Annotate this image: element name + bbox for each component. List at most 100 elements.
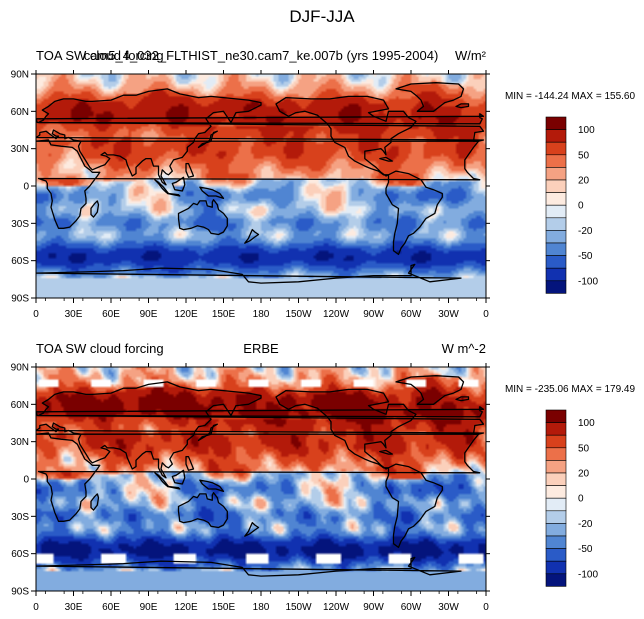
x-tick-label: 150E xyxy=(212,602,236,613)
colorbar-label: 0 xyxy=(578,494,584,505)
y-tick-label: 0 xyxy=(23,182,29,193)
y-tick-label: 30N xyxy=(11,144,29,155)
colorbar-swatch xyxy=(545,535,567,549)
panel-title-left: TOA SW cloud forcing xyxy=(36,341,164,356)
colorbar-label: 20 xyxy=(578,469,590,480)
coastline xyxy=(185,162,195,178)
colorbar-swatch xyxy=(545,129,567,143)
coastline xyxy=(385,170,443,256)
colorbar-label: 50 xyxy=(578,443,590,454)
x-tick-label: 0 xyxy=(33,602,39,613)
coastline xyxy=(177,199,228,236)
colorbar-label: -100 xyxy=(578,276,598,287)
x-tick-label: 90W xyxy=(363,309,384,320)
colorbar-label: -50 xyxy=(578,544,593,555)
y-tick-label: 60N xyxy=(11,400,29,411)
colorbar-swatch xyxy=(545,192,567,206)
coastline xyxy=(379,156,393,162)
colorbar-swatch xyxy=(545,560,567,575)
coastline xyxy=(90,200,100,218)
panel-title-center: cam5_4_032_FLTHIST_ne30.cam7_ke.007b (yr… xyxy=(84,48,439,63)
colorbar-label: -100 xyxy=(578,569,598,580)
panel-2: 0 30E 60E 90E 120E 150E 180 150W 120W 90W 60W 30W 09… xyxy=(11,341,636,613)
panel-title-center: ERBE xyxy=(243,341,279,356)
colorbar-label: 0 xyxy=(578,201,584,212)
coastline xyxy=(275,95,417,177)
y-tick-label: 90S xyxy=(11,587,29,598)
coastlines xyxy=(36,375,485,577)
x-tick-label: 120E xyxy=(174,309,198,320)
x-tick-label: 30E xyxy=(65,309,83,320)
panel-units: W/m² xyxy=(455,48,487,63)
coastline xyxy=(166,485,181,490)
coastline xyxy=(395,82,465,112)
colorbar-swatch xyxy=(545,242,567,256)
colorbar-swatch xyxy=(545,510,567,524)
y-tick-label: 90N xyxy=(11,363,29,374)
x-tick-label: 90E xyxy=(140,602,158,613)
coastline xyxy=(36,113,485,125)
coastlines xyxy=(36,82,485,284)
coastline xyxy=(185,455,195,471)
colorbar-label: -50 xyxy=(578,251,593,262)
x-tick-label: 0 xyxy=(483,602,489,613)
colorbar-label: -20 xyxy=(578,226,593,237)
colorbar-swatch xyxy=(545,447,567,461)
y-tick-label: 60N xyxy=(11,107,29,118)
colorbar-swatch xyxy=(545,485,567,499)
colorbar-swatch xyxy=(545,179,567,193)
y-tick-label: 0 xyxy=(23,475,29,486)
x-tick-label: 120E xyxy=(174,602,198,613)
colorbar-swatch xyxy=(545,204,567,219)
colorbar-swatch xyxy=(545,280,567,294)
coastline xyxy=(36,406,485,418)
coastline xyxy=(244,228,260,244)
x-tick-label: 120W xyxy=(323,602,350,613)
colorbar-swatch xyxy=(545,422,567,436)
x-tick-label: 60E xyxy=(102,309,120,320)
coastline xyxy=(275,388,417,470)
colorbar-swatch xyxy=(545,472,567,486)
x-tick-label: 150E xyxy=(212,309,236,320)
page-title: DJF-JJA xyxy=(289,7,355,26)
coastline xyxy=(379,449,393,455)
coastline xyxy=(197,423,218,442)
y-tick-label: 30S xyxy=(11,219,29,230)
coastline xyxy=(385,463,443,549)
coastline xyxy=(36,263,462,284)
x-tick-label: 0 xyxy=(483,309,489,320)
colorbar-swatch xyxy=(545,154,567,168)
coastline xyxy=(166,192,181,197)
coastline xyxy=(171,469,186,485)
y-tick-label: 30S xyxy=(11,512,29,523)
colorbar-label: 100 xyxy=(578,125,595,136)
colorbar-swatch xyxy=(545,460,567,474)
panel-1: 0 30E 60E 90E 120E 150E 180 150W 120W 90W 60W 30W 09… xyxy=(11,48,636,320)
colorbar-swatch xyxy=(545,409,567,423)
colorbar: 100 50 20 0 -20 -50 -100 xyxy=(545,409,598,587)
x-tick-label: 150W xyxy=(285,602,312,613)
colorbar-swatch xyxy=(545,167,567,181)
x-tick-label: 180 xyxy=(253,602,270,613)
coastline xyxy=(197,130,218,149)
colorbar-swatch xyxy=(545,434,567,449)
heatmap-field xyxy=(36,74,486,298)
coastline xyxy=(154,472,170,488)
coastline xyxy=(36,556,462,577)
x-tick-label: 30E xyxy=(65,602,83,613)
colorbar-swatch xyxy=(545,573,567,587)
coastline xyxy=(455,103,470,109)
x-tick-label: 90W xyxy=(363,602,384,613)
coastline xyxy=(177,492,228,529)
colorbar: 100 50 20 0 -20 -50 -100 xyxy=(545,116,598,294)
min-max-stats: MIN = -235.06 MAX = 179.49 xyxy=(505,384,636,395)
coastline xyxy=(36,432,481,522)
colorbar-label: -20 xyxy=(578,519,593,530)
coastline xyxy=(244,521,260,537)
x-tick-label: 60E xyxy=(102,602,120,613)
colorbar-label: 50 xyxy=(578,150,590,161)
coastline xyxy=(455,396,470,402)
colorbar-swatch xyxy=(545,116,567,130)
x-tick-label: 60W xyxy=(401,602,422,613)
